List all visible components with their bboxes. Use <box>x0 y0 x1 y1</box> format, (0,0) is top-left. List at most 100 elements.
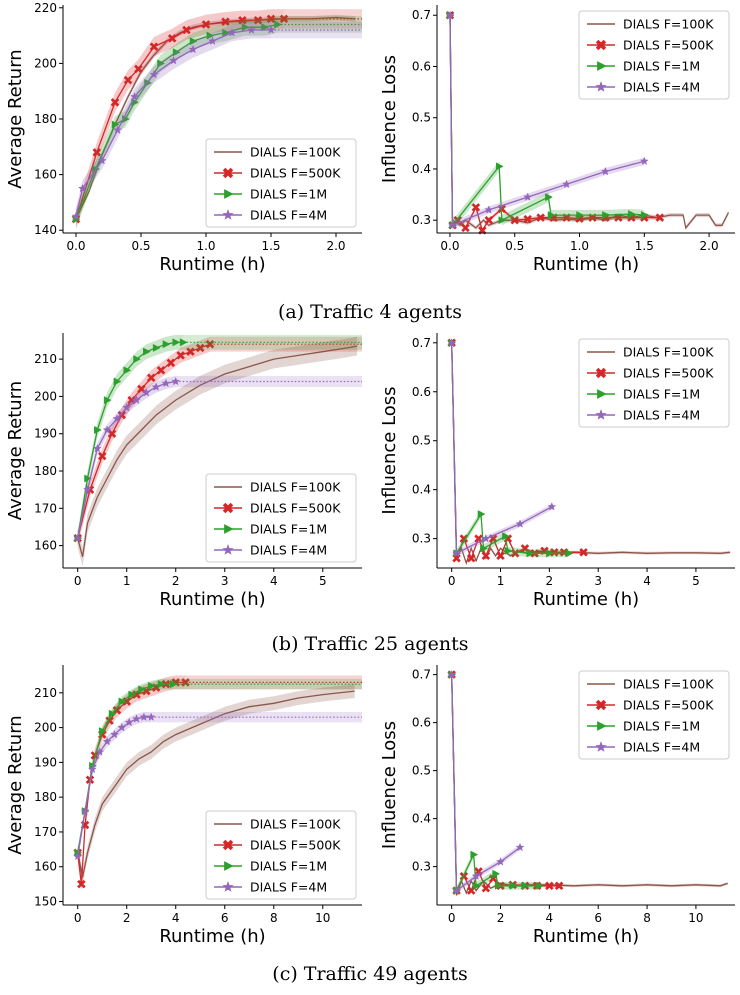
data-point <box>547 502 557 511</box>
legend-label: DIALS F=1M <box>250 859 327 874</box>
legend-marker <box>597 721 607 731</box>
band-2 <box>450 10 645 231</box>
x-tick-label: 6 <box>594 911 602 925</box>
caption-a: (a) Traffic 4 agents <box>277 301 463 323</box>
data-point <box>84 474 93 483</box>
legend-label: DIALS F=4M <box>623 408 700 423</box>
band-1 <box>77 675 186 892</box>
x-axis-label: Runtime (h) <box>533 589 639 610</box>
chart-c-right: 0 2 4 6 8 10 0.3 0.4 0.5 0.6 0.7 Runtime (h) Influen… <box>379 665 735 947</box>
data-point <box>146 712 156 721</box>
data-point <box>628 210 636 219</box>
data-point <box>546 549 554 558</box>
x-tick-label: 2 <box>172 574 180 588</box>
y-axis-label: Influence Loss <box>379 386 400 514</box>
caption-b: (b) Traffic 25 agents <box>271 633 469 655</box>
x-tick-label: 1.5 <box>635 239 654 253</box>
legend-label: DIALS F=100K <box>250 145 341 160</box>
legend: DIALS F=100K DIALS F=500K DIALS F=1M DIALS … <box>205 473 357 563</box>
data-point <box>77 879 86 889</box>
x-tick-label: 3 <box>594 574 602 588</box>
data-point <box>496 857 505 866</box>
y-axis-label: Average Return <box>5 715 26 854</box>
y-tick-label: 160 <box>34 168 57 182</box>
data-point <box>565 549 574 558</box>
legend-label: DIALS F=100K <box>623 345 714 360</box>
y-tick-label: 200 <box>34 389 57 403</box>
data-point <box>73 533 83 542</box>
data-point <box>156 365 166 375</box>
x-tick-label: 1.0 <box>570 239 589 253</box>
data-point <box>143 347 151 356</box>
x-tick-label: 5 <box>319 574 327 588</box>
data-point <box>168 55 179 65</box>
y-tick-label: 170 <box>34 825 57 839</box>
x-tick-label: 10 <box>688 911 703 925</box>
legend-label: DIALS F=100K <box>623 17 714 32</box>
data-point <box>166 358 176 368</box>
data-point <box>161 378 171 388</box>
data-point <box>128 690 137 699</box>
x-tick-label: 2 <box>497 911 505 925</box>
data-point <box>498 216 507 225</box>
legend-box <box>205 810 357 900</box>
legend-marker <box>224 861 234 871</box>
x-tick-label: 1 <box>123 574 131 588</box>
y-tick-label: 200 <box>34 721 57 735</box>
data-point <box>73 851 83 861</box>
data-point <box>94 425 102 434</box>
legend-label: DIALS F=500K <box>250 838 341 853</box>
band-0 <box>77 684 355 885</box>
data-point <box>147 681 156 690</box>
data-point <box>238 15 247 25</box>
data-point <box>523 214 533 224</box>
data-point <box>98 727 107 736</box>
data-point <box>602 211 610 220</box>
legend-label: DIALS F=4M <box>250 208 327 223</box>
data-point <box>274 20 283 29</box>
y-tick-label: 160 <box>34 860 57 874</box>
x-tick-label: 0.5 <box>131 239 150 253</box>
data-point <box>502 532 510 541</box>
y-tick-label: 0.3 <box>412 532 431 546</box>
data-point <box>492 869 501 878</box>
y-tick-label: 160 <box>34 539 57 553</box>
x-tick-label: 0 <box>74 911 82 925</box>
data-point <box>172 338 181 347</box>
y-tick-label: 170 <box>34 501 57 515</box>
data-point <box>103 396 112 405</box>
x-tick-label: 2 <box>546 574 554 588</box>
y-tick-label: 200 <box>34 56 57 70</box>
data-point <box>102 736 112 746</box>
data-point <box>471 871 481 880</box>
data-point <box>477 510 486 519</box>
series-line-3 <box>451 674 521 892</box>
x-tick-label: 3 <box>221 574 229 588</box>
legend-label: DIALS F=4M <box>250 880 327 895</box>
data-point <box>515 842 525 852</box>
legend-label: DIALS F=500K <box>623 38 714 53</box>
y-axis-label: Average Return <box>5 49 26 188</box>
data-point <box>171 376 181 386</box>
data-point <box>266 25 276 34</box>
data-point <box>118 697 127 706</box>
x-tick-label: 10 <box>315 911 330 925</box>
legend-marker <box>595 699 607 711</box>
data-point <box>111 120 120 129</box>
caption-c: (c) Traffic 49 agents <box>272 963 468 985</box>
data-point <box>176 351 185 360</box>
data-point <box>452 885 461 895</box>
data-point <box>241 23 250 32</box>
data-point <box>162 340 171 349</box>
data-point <box>459 534 469 543</box>
data-point <box>447 220 458 230</box>
data-point <box>547 211 556 220</box>
data-point <box>92 148 102 157</box>
series-line-2 <box>449 15 645 228</box>
data-point <box>97 451 107 461</box>
data-point <box>110 729 119 739</box>
data-point <box>179 338 188 347</box>
data-point <box>484 205 494 214</box>
y-tick-label: 0.4 <box>412 812 431 826</box>
x-tick-label: 2.0 <box>700 239 719 253</box>
